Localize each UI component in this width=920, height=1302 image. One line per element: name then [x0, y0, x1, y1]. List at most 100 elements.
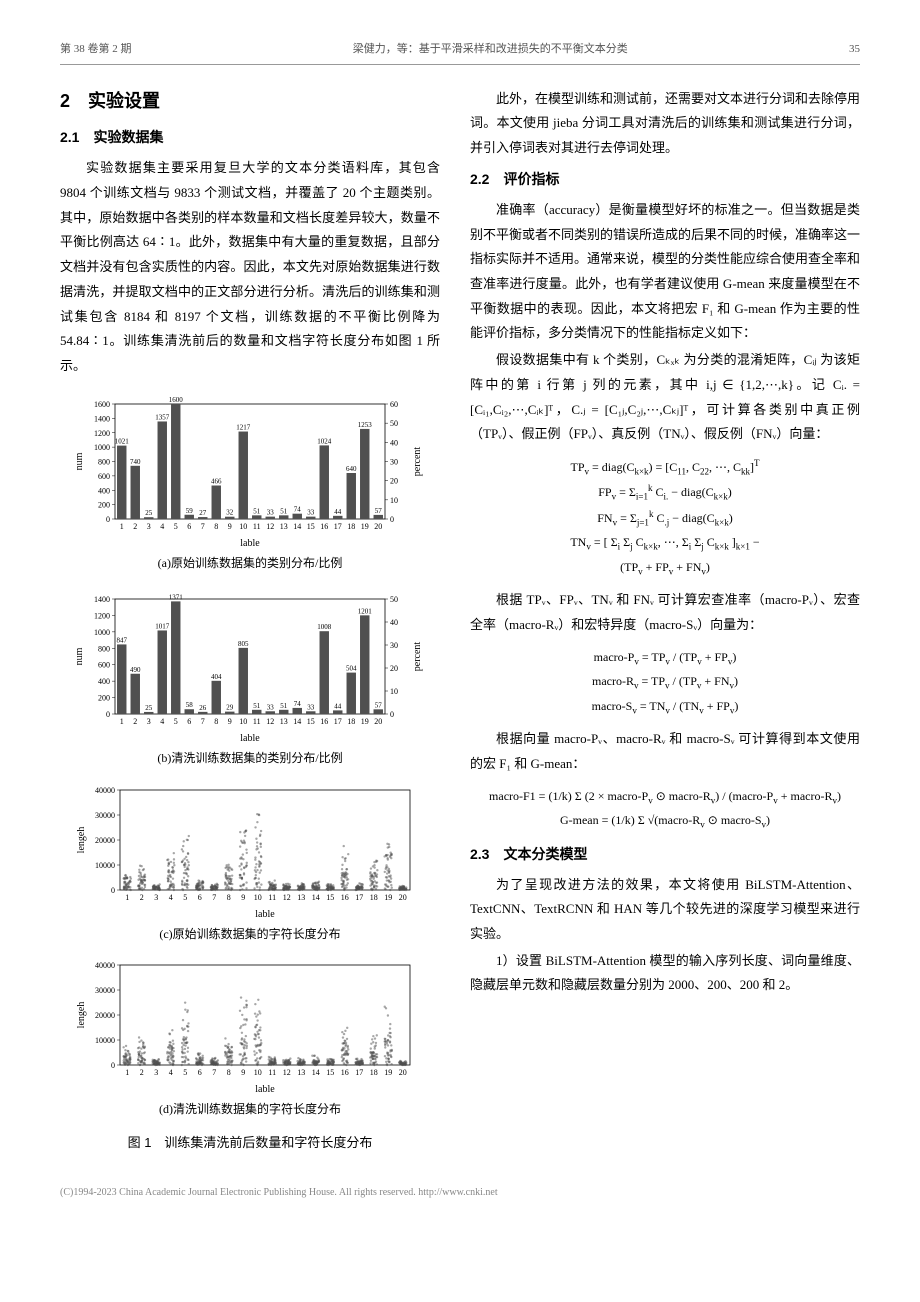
fig1-caption: 图 1 训练集清洗前后数量和字符长度分布 — [60, 1131, 440, 1154]
chart-a-svg: 0200400600800100012001400160001020304050… — [70, 389, 430, 549]
svg-text:466: 466 — [211, 477, 222, 485]
svg-text:4: 4 — [169, 1068, 173, 1077]
chart-d-svg: 0100002000030000400001234567891011121314… — [70, 955, 430, 1095]
svg-text:0: 0 — [111, 1061, 115, 1070]
svg-text:17: 17 — [355, 893, 363, 902]
svg-text:lable: lable — [255, 1084, 275, 1095]
header-right: 35 — [849, 40, 860, 60]
svg-text:2: 2 — [140, 1068, 144, 1077]
svg-text:4: 4 — [160, 717, 164, 726]
svg-text:1400: 1400 — [94, 414, 110, 423]
svg-text:12: 12 — [283, 1068, 291, 1077]
svg-text:1000: 1000 — [94, 628, 110, 637]
equation-block-3: macro-F1 = (1/k) Σ (2 × macro-Pv ⊙ macro… — [470, 785, 860, 834]
svg-text:15: 15 — [307, 717, 315, 726]
svg-text:33: 33 — [307, 703, 315, 711]
svg-text:1: 1 — [120, 522, 124, 531]
svg-text:1: 1 — [125, 1068, 129, 1077]
svg-text:200: 200 — [98, 500, 110, 509]
svg-text:44: 44 — [334, 507, 342, 515]
svg-text:19: 19 — [361, 717, 369, 726]
svg-text:32: 32 — [226, 508, 234, 516]
chart-b-svg: 0200400600800100012001400010203040508471… — [70, 584, 430, 744]
svg-text:15: 15 — [326, 1068, 334, 1077]
svg-text:11: 11 — [253, 717, 261, 726]
svg-text:20000: 20000 — [95, 1011, 115, 1020]
svg-text:59: 59 — [186, 506, 194, 514]
svg-text:1200: 1200 — [94, 428, 110, 437]
svg-text:805: 805 — [238, 640, 249, 648]
svg-text:9: 9 — [228, 522, 232, 531]
svg-text:16: 16 — [320, 522, 328, 531]
svg-text:17: 17 — [334, 522, 342, 531]
svg-text:10: 10 — [239, 717, 247, 726]
svg-text:26: 26 — [199, 704, 207, 712]
svg-text:1021: 1021 — [115, 437, 130, 445]
svg-text:600: 600 — [98, 471, 110, 480]
left-column: 2 实验设置 2.1 实验数据集 实验数据集主要采用复旦大学的文本分类语料库，其… — [60, 85, 440, 1155]
para-22-4: 根据向量 macro-Pᵥ、macro-Rᵥ 和 macro-Sᵥ 可计算得到本… — [470, 727, 860, 776]
svg-text:1: 1 — [120, 717, 124, 726]
svg-text:18: 18 — [370, 1068, 378, 1077]
svg-text:14: 14 — [293, 717, 301, 726]
svg-text:400: 400 — [98, 677, 110, 686]
svg-text:4: 4 — [160, 522, 164, 531]
svg-text:11: 11 — [268, 893, 276, 902]
svg-text:1024: 1024 — [317, 437, 332, 445]
para-22-3: 根据 TPᵥ、FPᵥ、TNᵥ 和 FNᵥ 可计算宏查准率（macro-Pᵥ）、宏… — [470, 588, 860, 637]
chart-d: 0100002000030000400001234567891011121314… — [60, 955, 440, 1121]
svg-text:18: 18 — [347, 522, 355, 531]
svg-text:16: 16 — [341, 893, 349, 902]
equation-block-2: macro-Pv = TPv / (TPv + FPv) macro-Rv = … — [470, 646, 860, 719]
svg-text:5: 5 — [183, 1068, 187, 1077]
svg-text:8: 8 — [227, 1068, 231, 1077]
svg-text:1371: 1371 — [169, 594, 184, 602]
svg-text:10: 10 — [254, 1068, 262, 1077]
svg-text:num: num — [74, 648, 85, 666]
svg-text:8: 8 — [214, 717, 218, 726]
svg-text:14: 14 — [312, 893, 320, 902]
svg-text:33: 33 — [307, 508, 315, 516]
svg-text:lengeh: lengeh — [76, 1002, 87, 1029]
svg-text:800: 800 — [98, 644, 110, 653]
svg-text:800: 800 — [98, 457, 110, 466]
svg-text:1600: 1600 — [94, 400, 110, 409]
svg-text:600: 600 — [98, 661, 110, 670]
svg-text:30: 30 — [390, 641, 398, 650]
chart-b-caption: (b)清洗训练数据集的类别分布/比例 — [60, 748, 440, 770]
svg-text:57: 57 — [375, 701, 383, 709]
svg-text:7: 7 — [212, 893, 216, 902]
svg-text:1600: 1600 — [169, 396, 184, 404]
svg-text:1201: 1201 — [358, 608, 373, 616]
svg-text:20: 20 — [374, 717, 382, 726]
svg-text:13: 13 — [297, 893, 305, 902]
svg-text:14: 14 — [312, 1068, 320, 1077]
svg-text:20: 20 — [374, 522, 382, 531]
svg-text:5: 5 — [174, 522, 178, 531]
svg-text:14: 14 — [293, 522, 301, 531]
svg-text:12: 12 — [266, 717, 274, 726]
svg-text:20: 20 — [390, 664, 398, 673]
svg-text:lable: lable — [240, 733, 260, 744]
svg-text:40: 40 — [390, 618, 398, 627]
para-22-2: 假设数据集中有 k 个类别，Cₖₓₖ 为分类的混淆矩阵，Cᵢⱼ 为该矩阵中的第 … — [470, 348, 860, 447]
svg-text:7: 7 — [212, 1068, 216, 1077]
svg-text:2: 2 — [133, 522, 137, 531]
svg-text:10: 10 — [239, 522, 247, 531]
svg-text:15: 15 — [326, 893, 334, 902]
svg-text:5: 5 — [183, 893, 187, 902]
svg-text:8: 8 — [214, 522, 218, 531]
svg-text:20000: 20000 — [95, 836, 115, 845]
svg-text:19: 19 — [384, 1068, 392, 1077]
svg-text:51: 51 — [253, 507, 261, 515]
svg-text:33: 33 — [267, 508, 275, 516]
svg-text:7: 7 — [201, 717, 205, 726]
svg-text:404: 404 — [211, 673, 222, 681]
svg-text:3: 3 — [147, 717, 151, 726]
svg-text:12: 12 — [283, 893, 291, 902]
svg-text:2: 2 — [133, 717, 137, 726]
svg-text:20: 20 — [399, 893, 407, 902]
svg-text:200: 200 — [98, 694, 110, 703]
section-2-title: 2 实验设置 — [60, 85, 440, 117]
svg-text:29: 29 — [226, 704, 234, 712]
